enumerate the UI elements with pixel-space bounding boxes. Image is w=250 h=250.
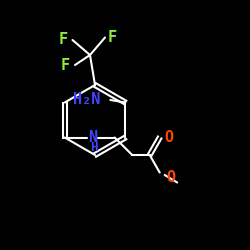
Text: N: N bbox=[88, 130, 97, 145]
Text: H: H bbox=[90, 141, 98, 154]
Text: F: F bbox=[108, 30, 116, 45]
Text: H₂N: H₂N bbox=[73, 92, 100, 108]
Text: F: F bbox=[58, 32, 68, 48]
Text: O: O bbox=[166, 170, 175, 185]
Text: F: F bbox=[61, 58, 70, 72]
Text: O: O bbox=[165, 130, 174, 145]
